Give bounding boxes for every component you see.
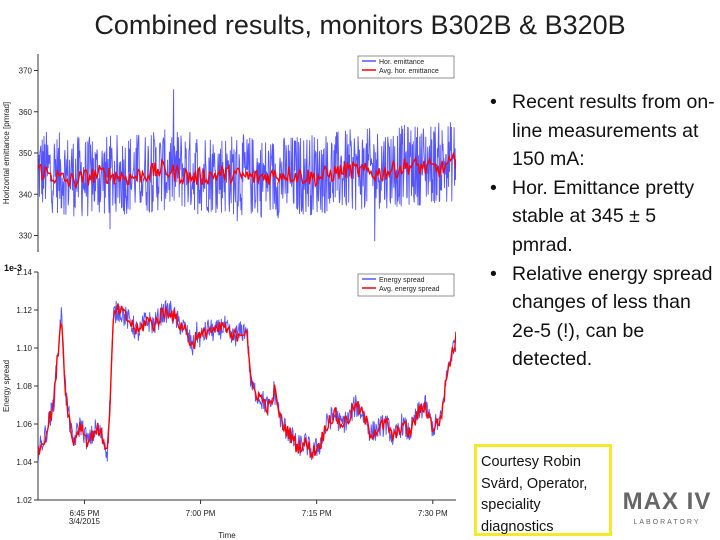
logo-text: MAX IV (622, 488, 712, 515)
x-axis-label: Time (218, 531, 236, 540)
y-axis-label: Horizontal emittance [pmrad] (2, 102, 11, 204)
legend-label: Energy spread (379, 277, 425, 284)
legend-label: Hor. emittance (379, 59, 424, 66)
courtesy-box: Courtesy Robin Svärd, Operator, speciali… (474, 444, 612, 536)
bullet-item: Relative energy spread changes of less t… (488, 260, 716, 374)
legend-label: Avg. hor. emittance (379, 68, 439, 75)
series-line-0-avg (38, 151, 456, 190)
y-tick-label: 1.06 (16, 420, 32, 429)
legend-box (357, 273, 455, 297)
y-tick-label: 1.02 (16, 496, 32, 505)
y-multiplier-label: 1e-3 (4, 263, 23, 273)
logo-subtitle: LABORATORY (633, 519, 701, 526)
bullet-list: Recent results from on-line measurements… (488, 88, 716, 374)
y-tick-label: 1.12 (16, 306, 32, 315)
y-tick-label: 1.14 (16, 268, 32, 277)
series-line-0-raw (38, 89, 456, 242)
y-axis-label: Energy spread (2, 360, 11, 412)
bullet-item: Recent results from on-line measurements… (488, 88, 716, 174)
x-tick-label: 3/4/2015 (69, 517, 101, 526)
bullet-item: Hor. Emittance pretty stable at 345 ± 5 … (488, 174, 716, 260)
x-tick-label: 7:30 PM (418, 509, 448, 518)
legend-box (357, 55, 455, 79)
y-tick-label: 1.04 (16, 458, 32, 467)
y-tick-label: 330 (19, 232, 33, 241)
plot-area (38, 89, 456, 242)
plot-area (38, 299, 456, 464)
x-tick-label: 7:15 PM (302, 509, 332, 518)
legend-label: Avg. energy spread (379, 286, 440, 293)
y-tick-label: 370 (19, 67, 33, 76)
y-tick-label: 1.08 (16, 382, 32, 391)
chart-canvas: 330 340 350 360 370 Horizontal emittance [pmr… (2, 54, 456, 540)
y-tick-label: 1.10 (16, 344, 32, 353)
maxiv-logo: MAX IV LABORATORY (620, 488, 714, 532)
y-tick-label: 340 (19, 190, 33, 199)
y-tick-label: 350 (19, 149, 33, 158)
series-line-1-avg (38, 303, 456, 460)
y-tick-label: 360 (19, 108, 33, 117)
slide-title: Combined results, monitors B302B & B320B (94, 10, 626, 40)
x-tick-label: 7:00 PM (186, 509, 216, 518)
x-tick-label: 6:45 PM (70, 509, 100, 518)
